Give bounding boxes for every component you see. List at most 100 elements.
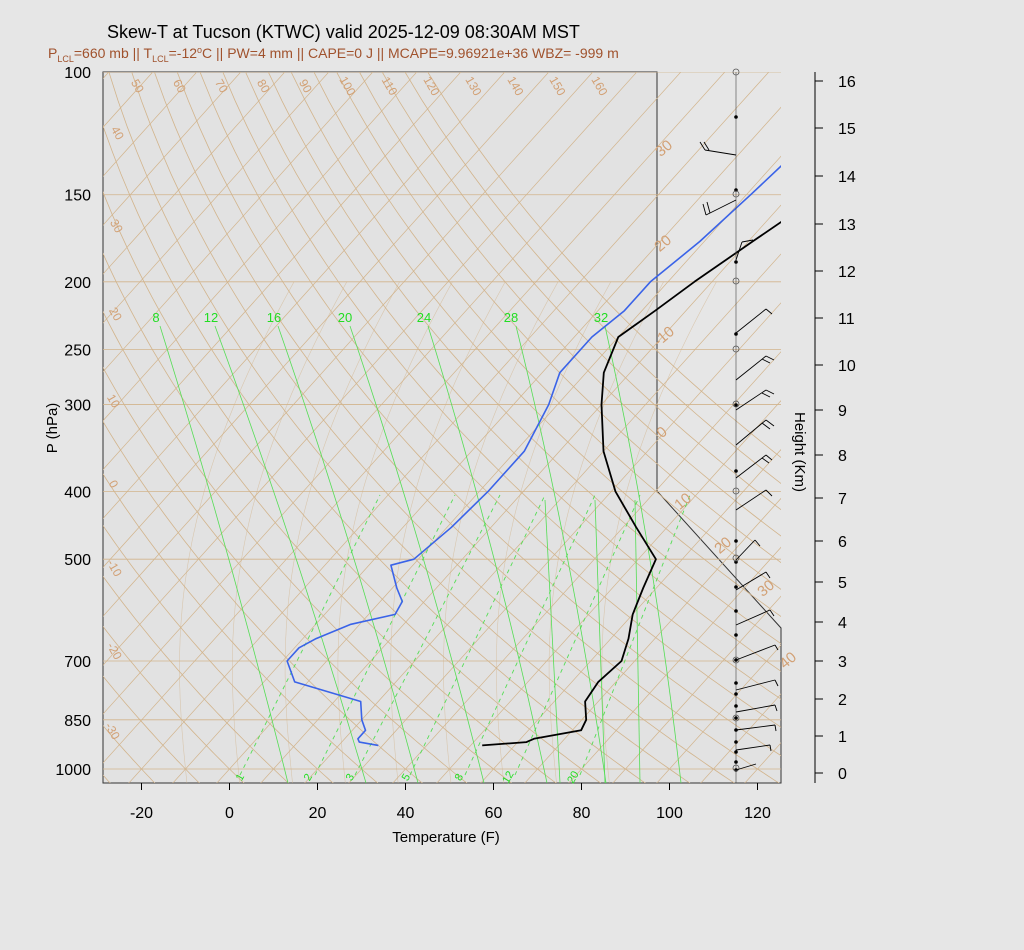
barb-dot: [734, 539, 738, 543]
pressure-tick-label: 250: [64, 342, 91, 359]
dry-adiabat: [103, 524, 334, 783]
dry-adiabat: [103, 625, 245, 783]
mixing-ratio-label: 28: [504, 310, 518, 325]
mixing-ratio-line: [544, 499, 561, 783]
temperature-line: [482, 220, 781, 747]
wind-barb: [735, 609, 771, 626]
height-tick-label: 2: [838, 692, 847, 709]
mixing-ratio-label: 12: [500, 769, 517, 786]
dry-adiabat: [103, 124, 646, 783]
dry-adiabat: [103, 675, 200, 783]
height-tick-label: 0: [838, 766, 847, 783]
dry-adiabat: [222, 72, 781, 700]
barb-dot: [734, 681, 738, 685]
barb-dot: [734, 760, 738, 764]
isotherm-line: [920, 72, 1024, 784]
moist-adiabat: [390, 281, 506, 783]
wind-barb: [735, 308, 767, 334]
dry-adiabat: [103, 473, 379, 783]
x-tick-label: 0: [225, 805, 234, 822]
x-tick-label: 80: [573, 805, 591, 822]
mixing-ratio-dashed: [409, 494, 546, 776]
isotherm-line: [103, 72, 506, 519]
wind-barb-flag: [699, 141, 706, 151]
wind-barb-flag: [765, 419, 775, 427]
mixing-ratio-label: 3: [344, 772, 357, 783]
isotherm-line: [103, 72, 286, 275]
barb-dot: [734, 260, 738, 264]
pressure-tick-label: 700: [64, 654, 91, 671]
wind-barb-flag: [765, 308, 773, 315]
moist-adiabat: [179, 281, 295, 783]
chart-subtitle: PLCL=660 mb || TLCL=-12oC || PW=4 mm || …: [48, 45, 619, 64]
dry-adiabat-label: 70: [212, 77, 231, 96]
isotherm-line: [103, 72, 330, 324]
barb-circle: [732, 764, 740, 772]
height-tick-label: 7: [838, 491, 847, 508]
height-tick-label: 4: [838, 615, 847, 632]
x-tick-label: 20: [309, 805, 327, 822]
moist-adiabat: [548, 281, 664, 783]
barb-dot: [734, 403, 738, 407]
barb-dot: [734, 692, 738, 696]
barb-circle: [732, 487, 740, 495]
isotherm-line: [103, 72, 418, 422]
mixing-ratio-label: 8: [152, 310, 159, 325]
height-tick-label: 6: [838, 534, 847, 551]
wind-barb-flag: [774, 644, 779, 651]
dry-adiabat: [103, 575, 289, 783]
wind-barb: [704, 149, 737, 156]
wind-barb: [735, 571, 767, 591]
isotherm-line: [260, 204, 781, 783]
dry-adiabat: [404, 72, 781, 485]
mixing-ratio-line: [427, 325, 548, 783]
x-tick-label: 60: [485, 805, 503, 822]
height-tick-label: 3: [838, 654, 847, 671]
dry-adiabat-label: 50: [128, 77, 147, 96]
pressure-tick-label: 1000: [55, 762, 91, 779]
dry-adiabat: [245, 72, 781, 672]
mixing-ratio-line: [349, 325, 485, 783]
moist-adiabat: [337, 281, 453, 783]
wind-barb: [735, 744, 771, 751]
isotherm-line: [304, 253, 781, 783]
mixing-ratio-line: [277, 325, 419, 783]
pressure-tick-label: 150: [64, 188, 91, 205]
moist-adiabat: [232, 281, 348, 783]
dry-adiabat-label: 60: [170, 77, 189, 96]
dry-adiabat: [103, 310, 512, 783]
isotherm-line: [744, 742, 781, 783]
isotherm-line: [612, 595, 781, 783]
isotherm-line: [103, 72, 374, 373]
wind-barb: [735, 539, 756, 561]
moist-adiabat: [496, 281, 612, 783]
mixing-ratio-line: [594, 499, 606, 783]
isotherm-line: [788, 72, 1024, 784]
barb-dot: [734, 750, 738, 754]
barb-dot: [734, 585, 738, 589]
isotherm-line: [103, 72, 242, 226]
dry-adiabat: [103, 366, 468, 783]
wind-barb: [735, 644, 776, 661]
x-tick-label: -20: [130, 805, 153, 822]
dry-adiabat: [359, 72, 781, 537]
wind-barb: [735, 704, 776, 713]
pressure-tick-label: 400: [64, 485, 91, 502]
wind-barb: [735, 679, 776, 691]
isotherm-line: [832, 72, 1024, 784]
wind-barb-flag: [761, 392, 771, 398]
temperature-label: 20: [106, 305, 125, 324]
mixing-ratio-dashed: [579, 494, 691, 776]
wind-barb-flag: [702, 203, 707, 216]
dry-adiabat: [313, 72, 781, 590]
barb-dot: [734, 332, 738, 336]
wind-barb: [735, 489, 767, 511]
dry-adiabat: [103, 725, 156, 783]
moist-adiabat: [443, 281, 559, 783]
mixing-ratio-label: 1: [234, 772, 247, 783]
x-tick-label: 100: [656, 805, 683, 822]
dry-adiabat: [154, 72, 780, 783]
pressure-tick-label: 500: [64, 552, 91, 569]
barb-dot: [734, 115, 738, 119]
mixing-ratio-dashed: [514, 494, 641, 776]
